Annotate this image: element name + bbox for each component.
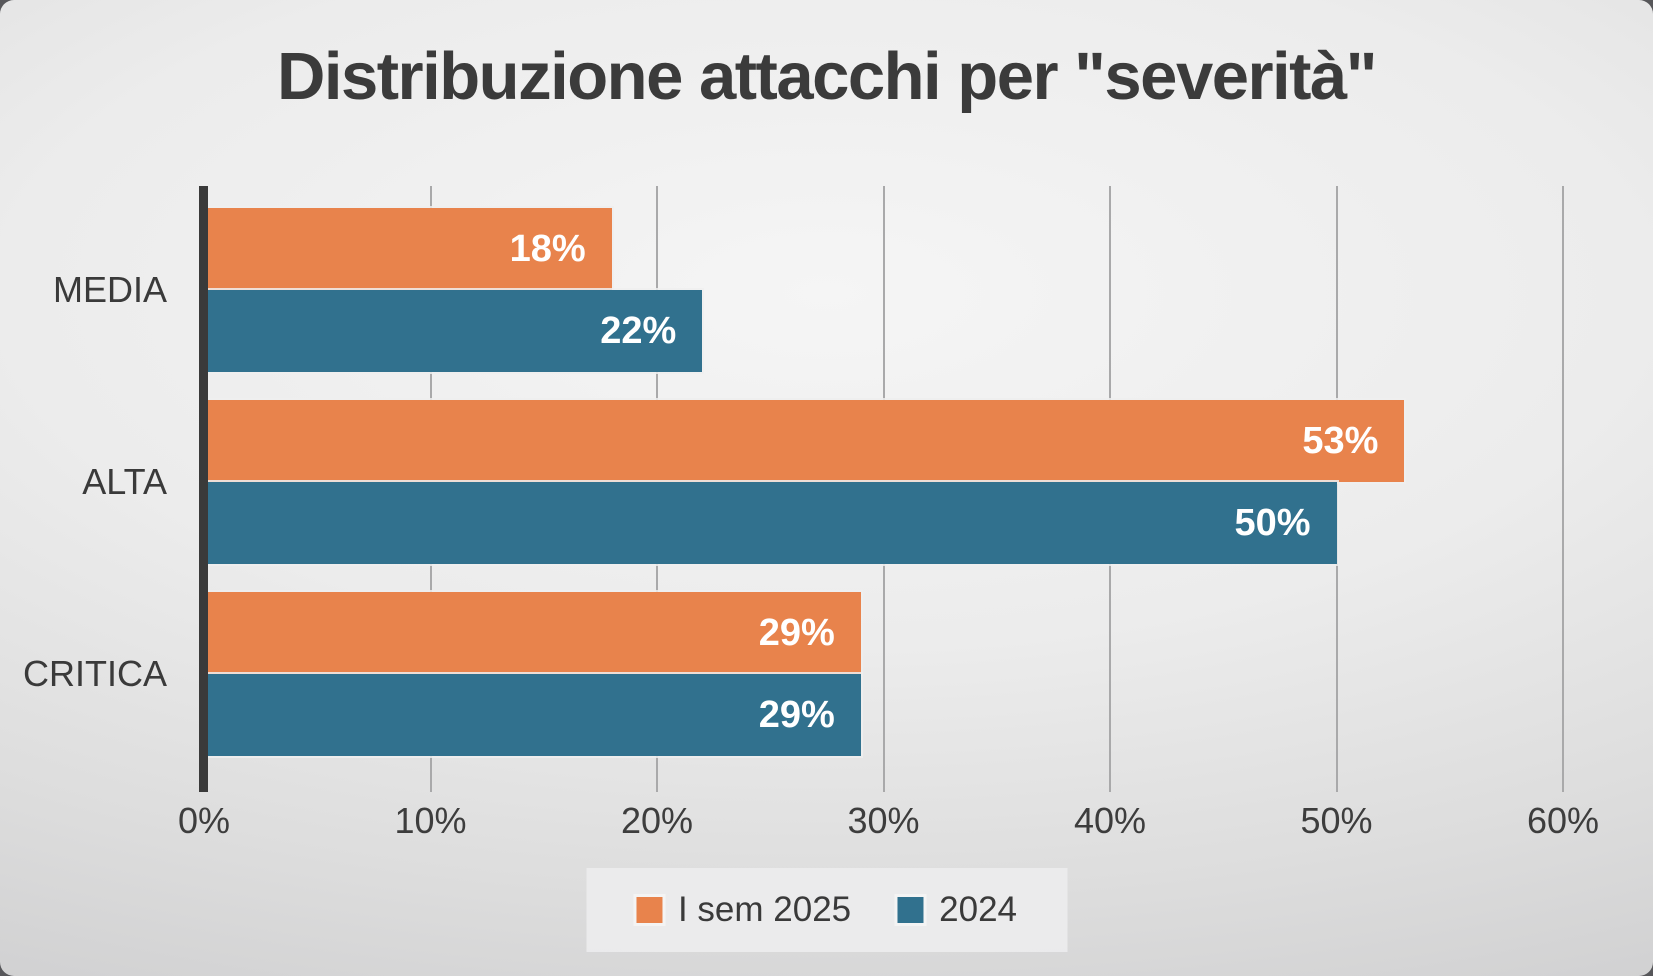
bar-alta-2024: 50% xyxy=(204,482,1337,564)
legend-swatch-blue-icon xyxy=(897,897,924,923)
chart-title: Distribuzione attacchi per "severità" xyxy=(276,39,1378,114)
legend-label: I sem 2025 xyxy=(677,890,852,929)
legend-swatch-orange-icon xyxy=(635,897,662,923)
x-tick-label-60: 60% xyxy=(1526,800,1600,841)
bar-value-label: 53% xyxy=(1302,419,1379,462)
bar-critica-2024: 29% xyxy=(204,674,861,756)
x-tick-label-30: 30% xyxy=(847,800,920,841)
bar-value-label: 22% xyxy=(600,309,677,352)
bar-alta-i-sem-2025: 53% xyxy=(204,400,1405,482)
category-label-critica: CRITICA xyxy=(23,653,167,694)
x-tick-label-0: 0% xyxy=(177,800,231,841)
x-tick-label-40: 40% xyxy=(1073,800,1147,841)
bar-value-label: 18% xyxy=(509,227,586,270)
category-label-alta: ALTA xyxy=(82,461,167,502)
legend-label: 2024 xyxy=(939,890,1018,929)
legend-item-sem-2025: I sem 2025 xyxy=(635,890,852,930)
bar-value-label: 29% xyxy=(758,693,835,736)
bar-critica-i-sem-2025: 29% xyxy=(204,592,861,674)
x-tick-label-10: 10% xyxy=(394,800,467,841)
bar-media-2024: 22% xyxy=(204,290,703,372)
x-tick-label-50: 50% xyxy=(1300,800,1373,841)
y-axis-line xyxy=(199,186,208,792)
gridline-60 xyxy=(1562,186,1564,792)
x-tick-label-20: 20% xyxy=(620,800,694,841)
bar-media-i-sem-2025: 18% xyxy=(204,208,612,290)
legend-item-2024: 2024 xyxy=(897,890,1017,930)
category-label-media: MEDIA xyxy=(52,269,167,310)
legend: I sem 2025 2024 xyxy=(585,868,1068,952)
gridline-50 xyxy=(1335,186,1338,792)
bar-value-label: 29% xyxy=(758,611,835,654)
bar-value-label: 50% xyxy=(1234,501,1311,544)
